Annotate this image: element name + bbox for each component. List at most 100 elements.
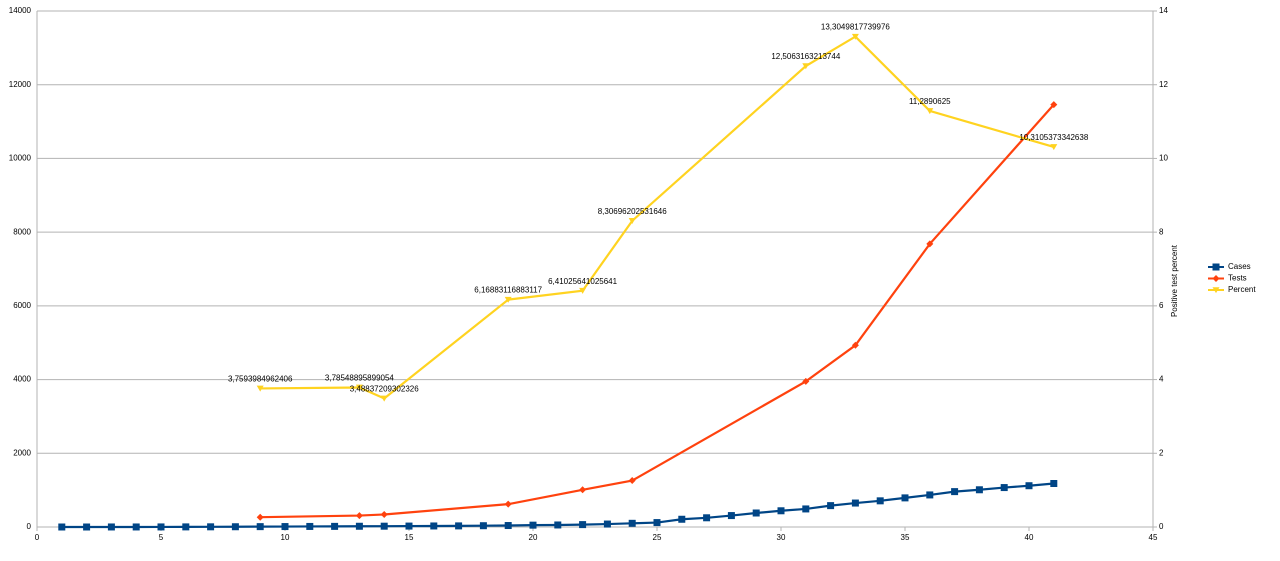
marker: [306, 522, 314, 530]
x-tick-label: 25: [653, 533, 662, 542]
y2-tick-label: 4: [1159, 375, 1164, 384]
marker: [405, 522, 413, 530]
marker: [256, 385, 264, 392]
x-tick-label: 20: [529, 533, 538, 542]
data-label: 10,3105373342638: [1019, 133, 1089, 142]
marker: [802, 63, 810, 70]
marker: [504, 522, 512, 530]
y-tick-label: 0: [27, 522, 32, 531]
marker: [504, 500, 512, 508]
series-line: [260, 103, 1055, 519]
marker: [1050, 101, 1058, 109]
marker: [1050, 144, 1058, 151]
marker: [579, 287, 587, 294]
y-tick-label: 6000: [13, 301, 31, 310]
x-tick-label: 5: [159, 533, 164, 542]
y-tick-label: 12000: [9, 80, 32, 89]
legend-label: Percent: [1228, 285, 1256, 294]
x-tick-label: 10: [281, 533, 290, 542]
marker: [951, 488, 959, 496]
series-line: [260, 35, 1055, 400]
x-tick-label: 40: [1025, 533, 1034, 542]
marker: [727, 512, 735, 520]
marker: [851, 33, 859, 40]
marker: [777, 507, 785, 515]
marker: [628, 218, 636, 224]
data-label: 13,3049817739976: [821, 23, 891, 32]
marker: [876, 497, 884, 505]
marker: [281, 523, 289, 531]
marker: [703, 514, 711, 522]
marker: [628, 519, 636, 527]
marker: [1000, 484, 1008, 492]
marker: [355, 512, 363, 520]
marker: [752, 509, 760, 517]
marker: [157, 523, 165, 531]
marker: [256, 523, 264, 531]
marker: [926, 491, 934, 499]
marker: [802, 505, 810, 513]
marker: [132, 523, 140, 531]
y2-tick-label: 10: [1159, 154, 1168, 163]
y2-tick-label: 6: [1159, 301, 1164, 310]
y-tick-label: 10000: [9, 154, 32, 163]
marker: [504, 296, 512, 303]
data-label: 8,30696202531646: [598, 207, 668, 216]
marker: [1212, 287, 1220, 294]
data-label: 3,7593984962406: [228, 375, 293, 384]
marker: [430, 522, 438, 530]
marker: [331, 522, 339, 530]
legend-label: Tests: [1228, 274, 1247, 283]
y-tick-label: 14000: [9, 6, 32, 15]
marker: [1212, 263, 1220, 271]
data-label: 11,2890625: [909, 97, 951, 106]
y2-tick-label: 2: [1159, 448, 1164, 457]
x-tick-label: 30: [777, 533, 786, 542]
marker: [355, 522, 363, 530]
marker: [380, 395, 388, 402]
marker: [579, 521, 587, 529]
marker: [83, 523, 91, 531]
marker: [827, 502, 835, 510]
marker: [529, 521, 537, 529]
marker: [207, 523, 215, 531]
marker: [851, 499, 859, 507]
marker: [653, 519, 661, 527]
marker: [678, 515, 686, 523]
marker: [802, 377, 810, 385]
marker: [851, 341, 859, 349]
marker: [926, 108, 934, 115]
y-tick-label: 2000: [13, 448, 31, 457]
marker: [380, 522, 388, 530]
data-label: 6,41025641025641: [548, 277, 618, 286]
y2-axis-title: Positive test percent: [1170, 244, 1179, 317]
y-tick-label: 4000: [13, 375, 31, 384]
y2-tick-label: 14: [1159, 6, 1168, 15]
marker: [1025, 482, 1033, 490]
y2-tick-label: 0: [1159, 522, 1164, 531]
marker: [380, 510, 388, 518]
legend-label: Cases: [1228, 262, 1251, 271]
marker: [1050, 480, 1058, 488]
y2-tick-label: 8: [1159, 227, 1164, 236]
marker: [58, 523, 66, 531]
data-label: 12,5063163213744: [771, 52, 841, 61]
marker: [182, 523, 190, 531]
marker: [231, 523, 239, 531]
x-tick-label: 45: [1149, 533, 1158, 542]
data-label: 6,16883116883117: [474, 286, 542, 295]
y-tick-label: 8000: [13, 227, 31, 236]
marker: [455, 522, 463, 530]
data-label: 3,48837209302326: [350, 385, 420, 394]
data-label: 3,78548895899054: [325, 374, 395, 383]
marker: [926, 240, 934, 248]
marker: [256, 513, 264, 521]
x-tick-label: 0: [35, 533, 40, 542]
marker: [107, 523, 115, 531]
marker: [975, 486, 983, 494]
x-tick-label: 35: [901, 533, 910, 542]
marker: [1212, 275, 1220, 282]
x-tick-label: 15: [405, 533, 414, 542]
